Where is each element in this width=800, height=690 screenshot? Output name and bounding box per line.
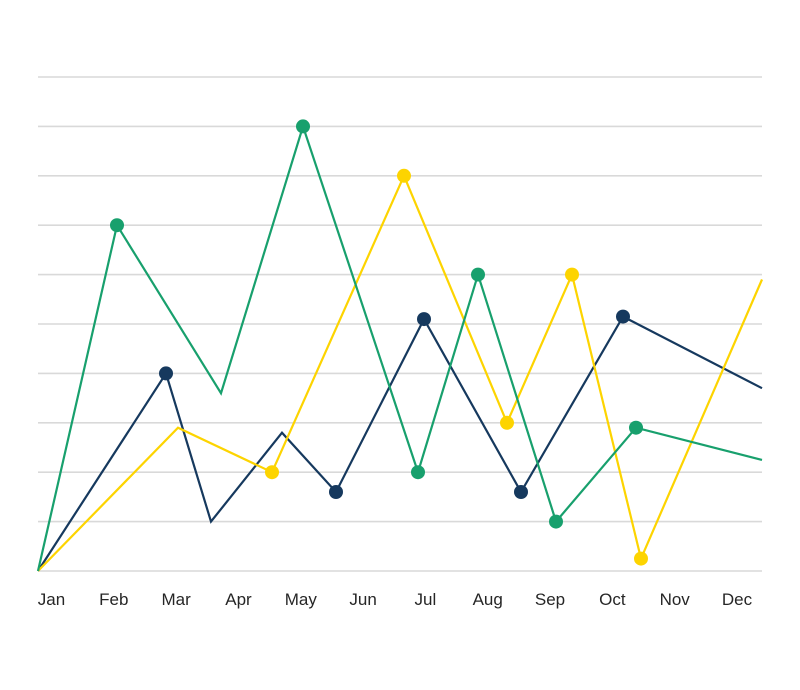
data-point-marker-navy: [329, 485, 343, 499]
data-point-marker-yellow: [397, 168, 411, 183]
data-point-marker-navy: [514, 485, 528, 499]
x-axis-label: Nov: [660, 590, 691, 609]
x-axis-label: May: [285, 590, 318, 609]
data-point-marker-navy: [417, 312, 431, 327]
series-line-yellow: [37, 173, 764, 572]
data-point-marker-navy: [616, 309, 630, 324]
data-point-marker-green: [549, 514, 563, 529]
x-axis-label: Oct: [599, 590, 626, 609]
x-axis-label: Jun: [349, 590, 376, 609]
data-point-marker-green: [296, 119, 310, 134]
data-point-marker-yellow: [634, 551, 648, 566]
series-lines: [36, 119, 764, 572]
x-axis-label: Feb: [99, 590, 128, 609]
data-point-marker-yellow: [500, 415, 514, 430]
x-axis-label: Jul: [415, 590, 437, 609]
gridlines: [38, 76, 762, 572]
data-point-marker-green: [629, 420, 643, 435]
data-point-marker-green: [471, 267, 485, 282]
x-axis-label: Apr: [225, 590, 252, 609]
x-axis-label: Sep: [535, 590, 565, 609]
data-point-marker-navy: [159, 366, 173, 381]
x-axis-label: Dec: [722, 590, 753, 609]
x-axis-label: Aug: [473, 590, 503, 609]
data-point-marker-green: [411, 465, 425, 480]
data-point-marker-green: [110, 218, 124, 233]
x-axis-labels: Jan Feb Mar Apr May Jun Jul Aug Sep Oct Nov Dec: [38, 590, 753, 609]
data-point-marker-yellow: [265, 465, 279, 480]
series-line-navy: [37, 315, 763, 572]
data-point-marker-yellow: [565, 267, 579, 282]
x-axis-label: Jan: [38, 590, 65, 609]
x-axis-label: Mar: [161, 590, 191, 609]
series-line-green: [36, 122, 763, 572]
